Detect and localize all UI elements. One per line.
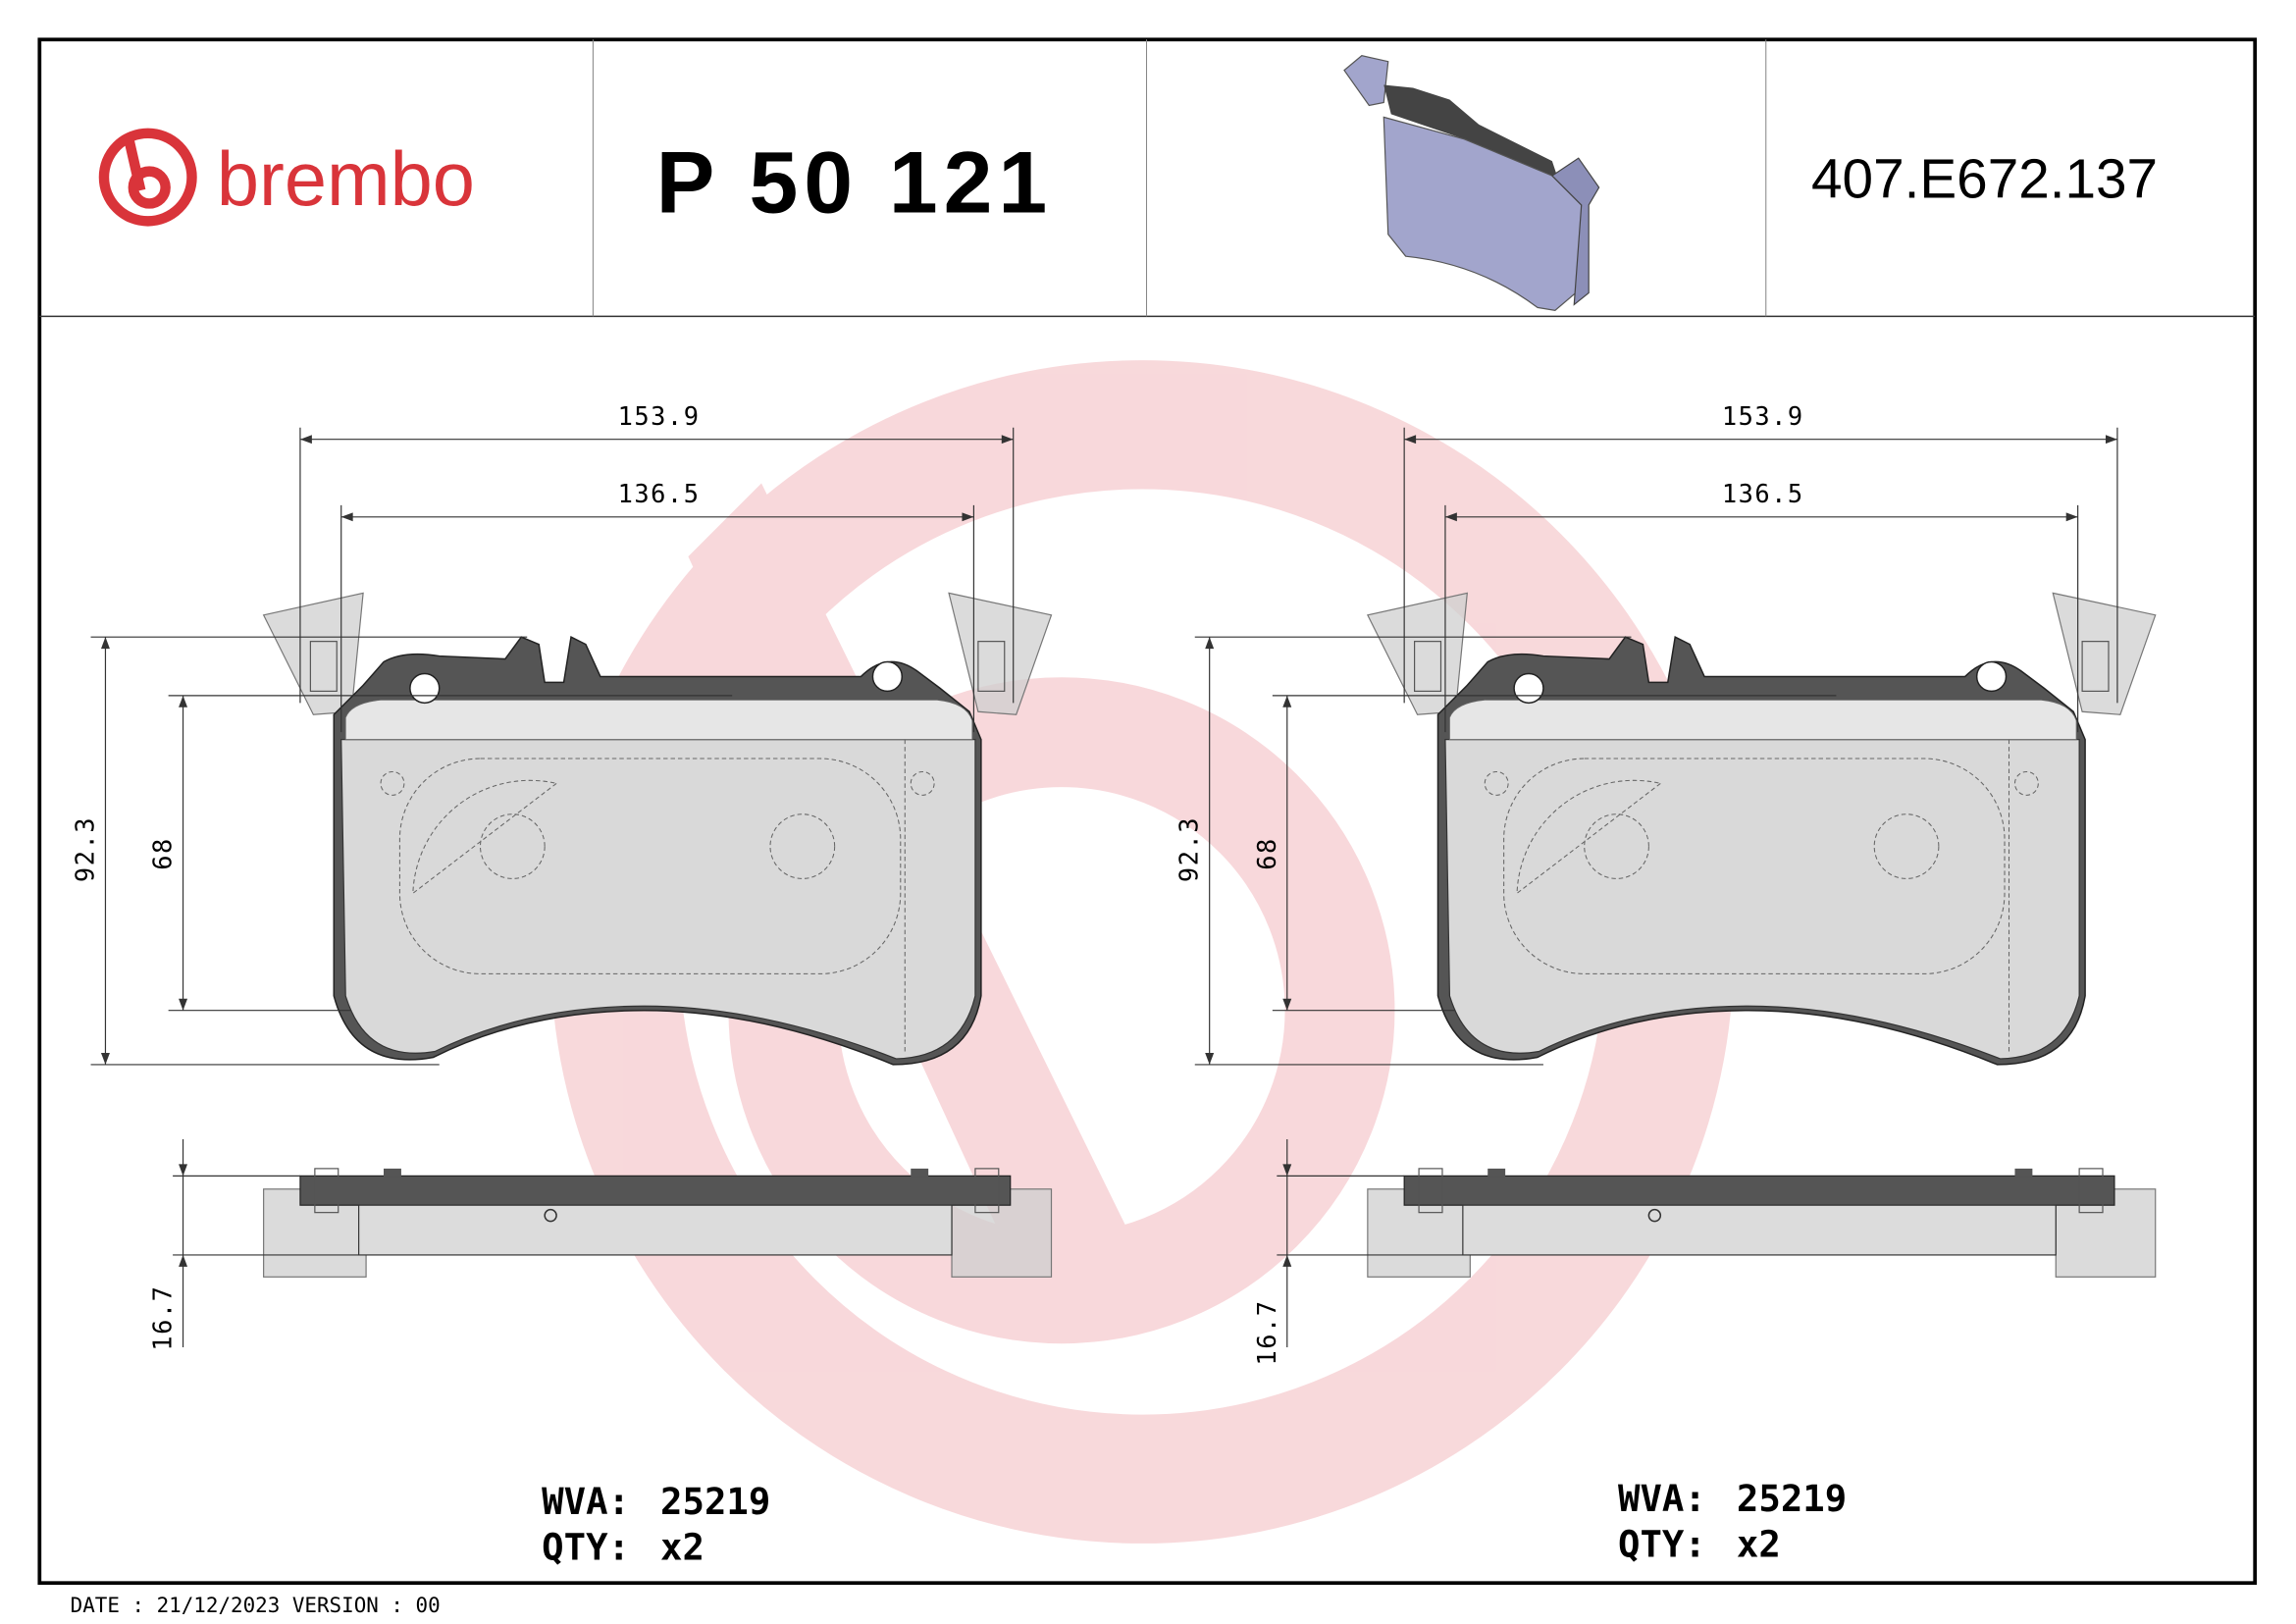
qty-value: x2 [1737,1522,1781,1565]
dim-width-outer: 153.9 [1722,401,1804,431]
wva-value: 25219 [1737,1477,1847,1520]
dim-height-outer: 92.3 [1174,816,1204,882]
wva-value: 25219 [660,1480,770,1523]
qty-value: x2 [660,1525,704,1568]
date-version: DATE : 21/12/2023 VERSION : 00 [71,1594,441,1617]
qty-label: QTY: [542,1525,630,1568]
wva-label: WVA: [542,1480,630,1523]
wva-label: WVA: [1618,1477,1706,1520]
dim-width-inner: 136.5 [618,479,701,508]
dim-width-inner: 136.5 [1722,479,1804,508]
pad-view-left: 153.9 136.5 92.3 68 16.7 WVA: 25219 QTY:… [71,401,1053,1568]
reference-number: 407.E672.137 [1811,148,2158,210]
pad-view-right: 153.9 136.5 92.3 68 16.7 WVA: 25219 QTY:… [1174,401,2157,1565]
qty-label: QTY: [1618,1522,1706,1565]
dim-height-inner: 68 [148,837,178,870]
dim-height-outer: 92.3 [71,816,100,882]
dim-thickness: 16.7 [1252,1300,1281,1366]
brand-name: brembo [217,137,475,222]
part-number: P 50 121 [656,132,1054,231]
dim-thickness: 16.7 [148,1285,178,1351]
pad-3d-image [1343,55,1600,312]
brembo-logo-icon [98,128,197,227]
brembo-logo: brembo [98,128,475,227]
dim-height-inner: 68 [1252,837,1281,870]
dim-width-outer: 153.9 [618,401,701,431]
sheet-frame [37,37,2258,1586]
